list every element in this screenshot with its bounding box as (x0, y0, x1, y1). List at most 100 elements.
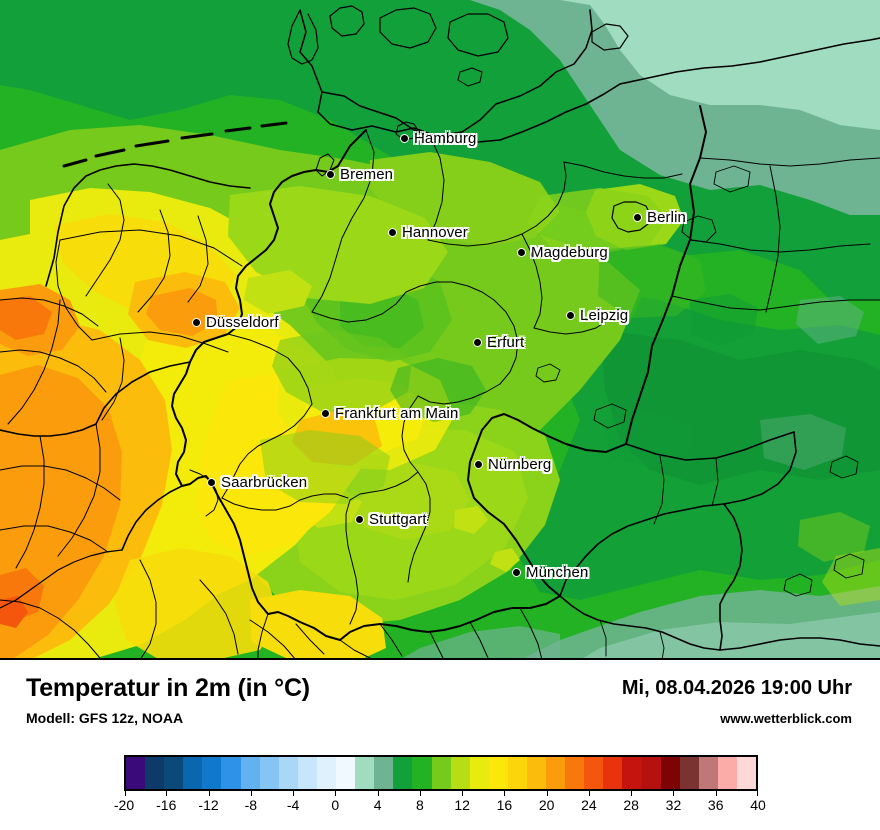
colorbar-segment (355, 757, 375, 789)
island-frisian-1 (62, 158, 88, 168)
model-subtitle: Modell: GFS 12z, NOAA (26, 710, 184, 726)
border-ns-nrw (311, 129, 375, 313)
coast-dk-w (287, 9, 319, 65)
border-de-lu-be (171, 361, 191, 487)
border-at-li (379, 623, 403, 657)
colorbar-segment (660, 757, 680, 789)
temp-band-patch-e3 (760, 414, 846, 470)
colorbar-tick-label: -16 (156, 797, 177, 813)
border-be-de (95, 361, 191, 425)
border-ch-int2 (295, 623, 325, 655)
colorbar-tick-label: 16 (496, 797, 513, 813)
border-de-fr (181, 475, 269, 615)
temp-band-patch-e5 (798, 512, 870, 562)
coast-nl (45, 163, 251, 287)
border-fr-int3 (15, 435, 45, 569)
border-hamburg-city (395, 121, 419, 141)
border-coast-de (321, 83, 621, 143)
footer: Temperatur in 2m (in °C) Modell: GFS 12z… (0, 660, 880, 830)
temp-band-south-yellow (114, 548, 280, 660)
page-title: Temperatur in 2m (in °C) (26, 674, 310, 702)
border-fr-int6 (139, 559, 157, 660)
colorbar-tick-label: 24 (581, 797, 597, 813)
border-cz-sk (723, 431, 797, 505)
colorbar-tick-label: 40 (750, 797, 766, 813)
colorbar-tick-mark (377, 791, 379, 796)
border-nrw-rp (227, 333, 313, 405)
colorbar-segment (546, 757, 566, 789)
border-be-int2 (0, 297, 99, 327)
colorbar-segment (584, 757, 604, 789)
colorbar-tick-mark (125, 791, 126, 796)
colorbar-tick-label: -20 (113, 797, 135, 813)
border-rp-bw (221, 403, 313, 499)
temperature-map[interactable]: Hamburg Bremen Berlin Hannover Magdeburg Leip… (0, 0, 880, 660)
temp-band-22-nw-core (0, 296, 52, 340)
colorbar-segment (488, 757, 508, 789)
colorbar-segment (126, 757, 146, 789)
colorbar-tick-label: 0 (331, 797, 340, 813)
border-sn-bb (533, 319, 609, 335)
island-frisian-3 (134, 139, 170, 148)
border-cz-int1 (653, 455, 665, 525)
colorbar-tick-mark (166, 791, 168, 796)
border-de-ch (267, 611, 341, 641)
border-th-sn (493, 299, 519, 385)
border-st-bb (521, 233, 543, 329)
island-ruegen (591, 23, 629, 51)
border-at-it2 (469, 621, 489, 659)
colorbar-tick-mark (673, 791, 675, 796)
colorbar-tick-mark (546, 791, 548, 796)
colorbar-tick-label: -4 (286, 797, 300, 813)
border-at-e (719, 503, 743, 651)
border-ch-at (339, 639, 371, 659)
country-borders (0, 5, 880, 660)
border-nl-int5 (55, 239, 93, 341)
border-fr-int4 (57, 423, 101, 557)
border-fr-int7 (199, 579, 239, 655)
temp-band-hannover-patch (244, 270, 312, 314)
coast-pl (619, 37, 880, 85)
colorbar-tick-mark (757, 791, 758, 796)
colorbar-tick-mark (588, 791, 590, 796)
border-rp-saar (221, 497, 301, 511)
colorbar-tick-mark (293, 791, 295, 796)
border-fr-int1 (0, 465, 121, 501)
border-nl-int2 (85, 183, 125, 297)
border-th-by (417, 383, 501, 405)
colorbar-segment (183, 757, 203, 789)
colorbar-tick-label: 36 (707, 797, 724, 813)
border-hessen-by (401, 395, 419, 473)
island-frisian-6 (260, 121, 288, 128)
colorbar-segment (336, 757, 356, 789)
colorbar-tick-mark (208, 791, 210, 796)
border-at-int1 (599, 619, 607, 657)
border-fr-int2 (0, 525, 109, 553)
colorbar-segment (469, 757, 489, 789)
island-frisian-2 (94, 148, 126, 158)
website-credit: www.wetterblick.com (720, 711, 852, 726)
temp-band-patch-e2 (796, 296, 864, 344)
colorbar-tick-mark (462, 791, 464, 796)
colorbar-segment (431, 757, 451, 789)
colorbar[interactable]: -20 -16 -12 -8 -4 0 4 8 12 16 20 24 28 32 36 40 (114, 755, 766, 813)
temp-band-alps-cold-core (580, 612, 880, 660)
border-at-int2 (659, 631, 665, 660)
border-cz-at (559, 503, 725, 597)
colorbar-gradient[interactable] (124, 755, 758, 791)
border-cz-int2 (711, 457, 719, 507)
colorbar-segment (679, 757, 699, 789)
border-bw-by-s (345, 499, 359, 625)
colorbar-segment (374, 757, 394, 789)
temp-band-patch-e1 (690, 294, 758, 346)
lake-3 (593, 403, 627, 429)
colorbar-tick-label: 8 (415, 797, 424, 813)
border-de-cz (467, 413, 627, 597)
lake-2 (535, 363, 561, 383)
colorbar-segment (641, 757, 661, 789)
temp-band-berlin-lt-b (528, 188, 668, 254)
lake-1 (681, 215, 717, 243)
colorbar-segment (297, 757, 317, 789)
temp-band-7-9-se-core (600, 330, 880, 485)
